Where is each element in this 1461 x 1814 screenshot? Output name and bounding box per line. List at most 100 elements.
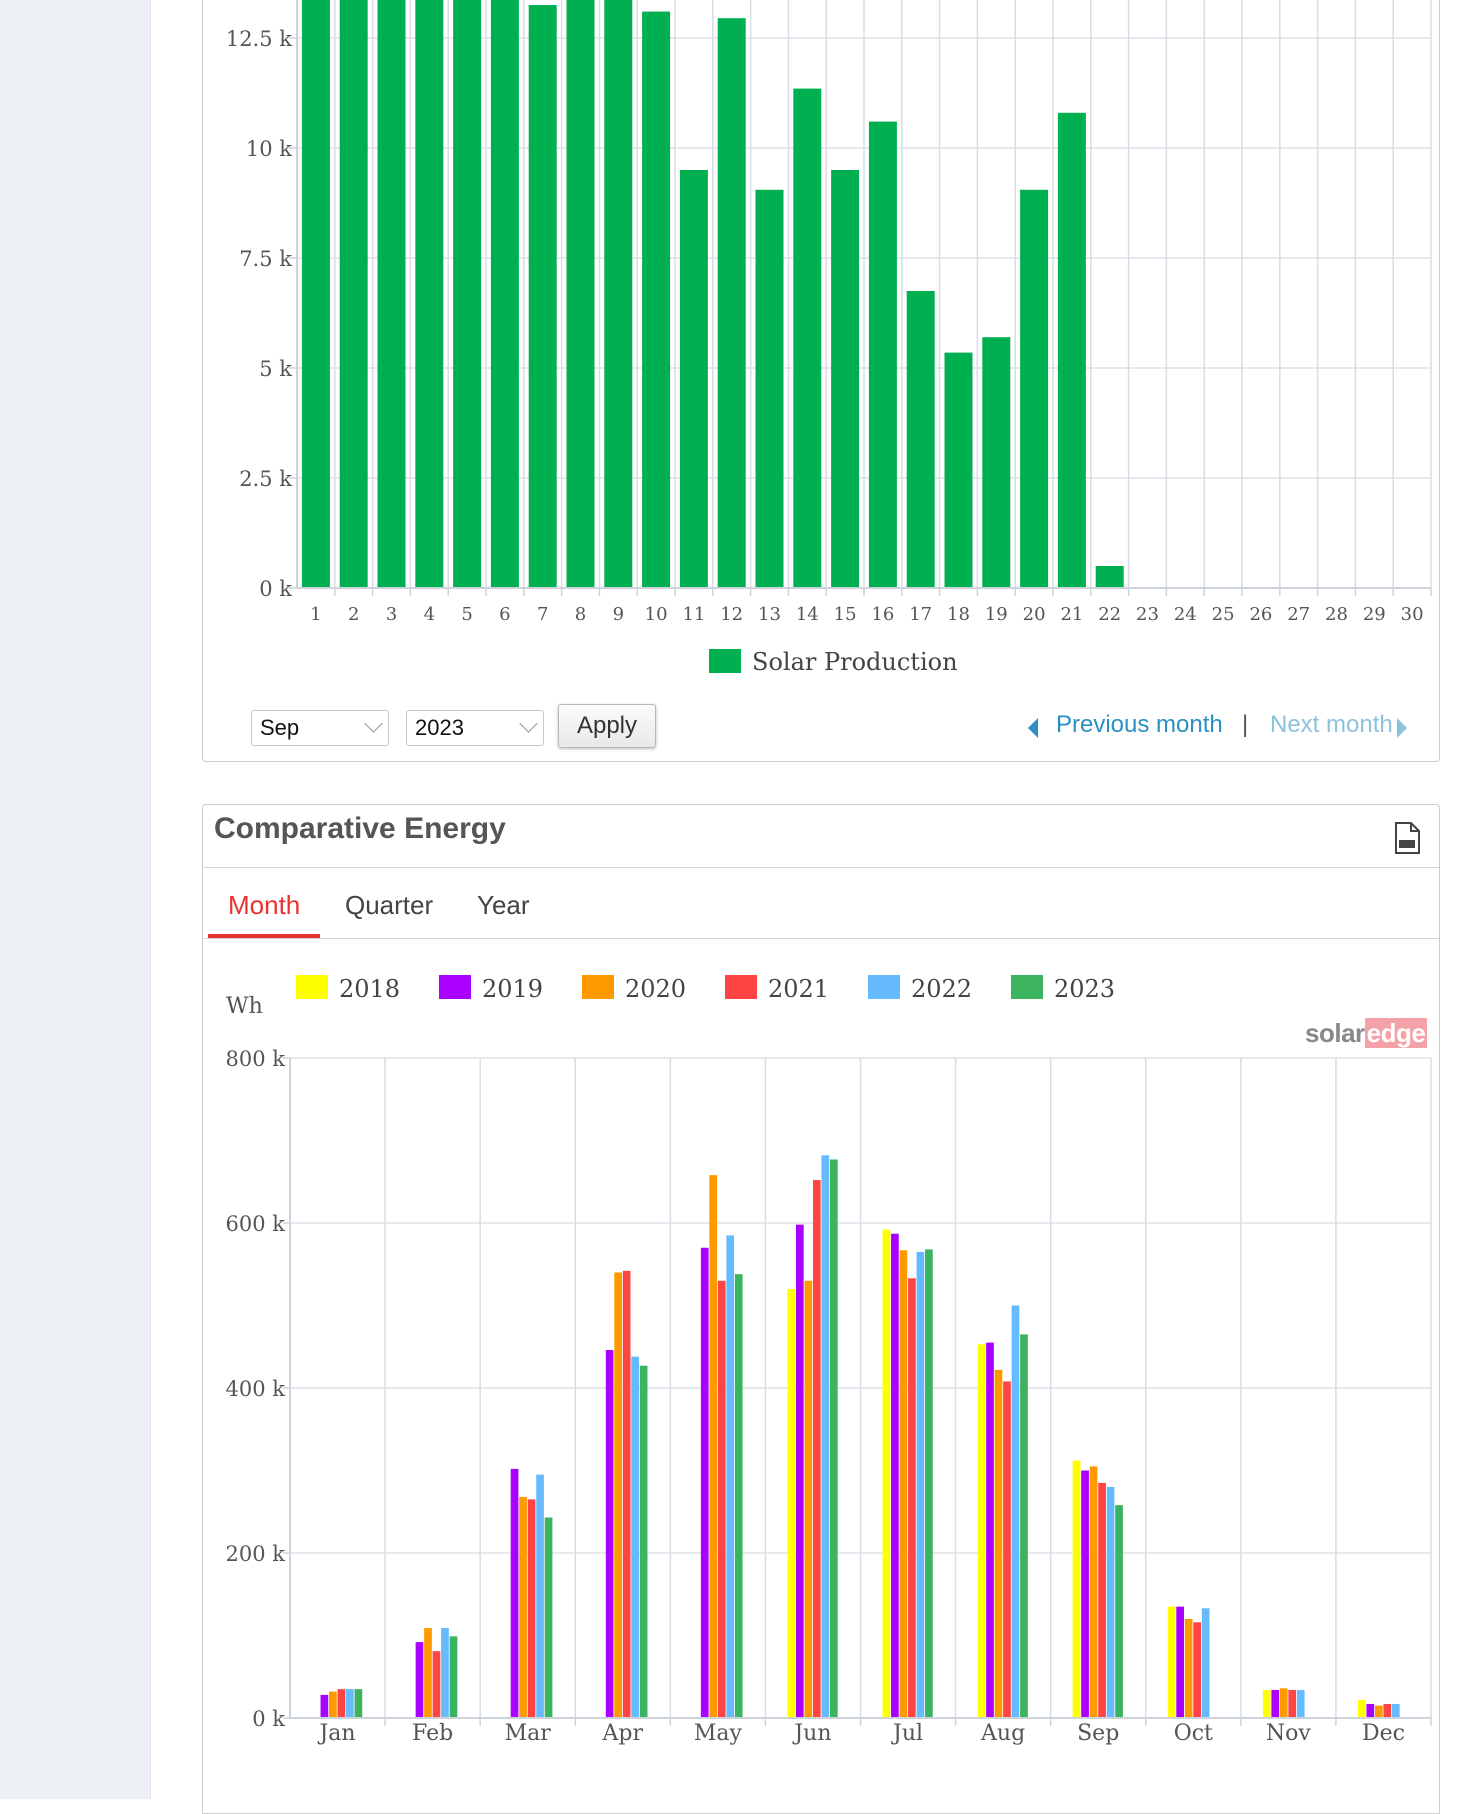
tab-quarter[interactable]: Quarter	[345, 890, 434, 920]
x-tick-label: 28	[1325, 604, 1348, 625]
bar-day-14	[793, 88, 822, 588]
x-tick-label: 10	[645, 604, 668, 625]
x-tick-label: May	[694, 1721, 743, 1746]
bar-day-1	[301, 0, 330, 588]
bar-Jun-2023	[829, 1159, 838, 1718]
bar-Feb-2020	[424, 1628, 432, 1718]
x-tick-label: 1	[310, 604, 321, 625]
bar-Aug-2022	[1011, 1305, 1020, 1718]
bar-day-5	[453, 0, 482, 588]
x-tick-label: Aug	[980, 1721, 1025, 1746]
bar-Sep-2021	[1098, 1482, 1106, 1718]
nav-separator: |	[1242, 711, 1249, 738]
bar-Jun-2021	[812, 1180, 821, 1718]
bar-Sep-2023	[1115, 1505, 1123, 1718]
x-tick-label: 15	[834, 604, 857, 625]
month-select[interactable]: Sep	[251, 710, 389, 746]
y-tick-label: 400 k	[226, 1377, 286, 1401]
caret-right-icon[interactable]	[1397, 718, 1407, 738]
bar-day-9	[604, 0, 633, 588]
x-tick-label: 25	[1212, 604, 1235, 625]
bar-Aug-2018	[977, 1344, 986, 1718]
legend-swatch-2023	[1011, 975, 1043, 999]
bar-Jul-2023	[925, 1249, 933, 1718]
bar-May-2020	[709, 1175, 718, 1718]
bar-day-15	[831, 170, 860, 588]
bar-Oct-2022	[1201, 1608, 1210, 1718]
legend-swatch-2020	[582, 975, 614, 999]
bar-Nov-2019	[1271, 1689, 1280, 1718]
bar-Jul-2019	[891, 1233, 899, 1718]
comparative-energy-chart: 2018 2019 2020 2021 2022 2023 Wh 0 k 200 k 400 …	[226, 975, 1432, 1746]
bar-Sep-2020	[1089, 1466, 1098, 1718]
bar-Jul-2021	[908, 1278, 916, 1718]
x-tick-label: 4	[424, 604, 435, 625]
next-month-link[interactable]: Next month	[1270, 711, 1393, 738]
y-axis-unit-label: Wh	[226, 994, 263, 1019]
legend-swatch-2018	[296, 975, 328, 999]
bar-Mar-2023	[544, 1517, 553, 1718]
bar-Jan-2019	[320, 1694, 329, 1718]
tab-month[interactable]: Month	[228, 890, 301, 920]
x-tick-label: 26	[1249, 604, 1272, 625]
x-tick-label: 11	[682, 604, 705, 625]
x-tick-label: Jun	[792, 1721, 831, 1746]
bar-May-2021	[717, 1280, 726, 1718]
apply-button[interactable]: Apply	[558, 704, 656, 748]
bar-Aug-2020	[994, 1369, 1003, 1718]
bar-Feb-2021	[432, 1651, 441, 1718]
bar-Apr-2020	[614, 1272, 622, 1718]
x-tick-label: 19	[985, 604, 1008, 625]
bar-day-8	[566, 0, 595, 588]
panel-title: Comparative Energy	[214, 812, 506, 845]
chevron-down-icon	[519, 714, 538, 733]
bar-day-7	[528, 5, 557, 588]
bar-day-21	[1057, 112, 1086, 589]
y-tick-label: 200 k	[226, 1542, 286, 1566]
bar-Apr-2019	[605, 1350, 614, 1718]
bar-Mar-2022	[536, 1474, 544, 1718]
x-tick-label: 12	[720, 604, 743, 625]
x-tick-label: 22	[1098, 604, 1121, 625]
bar-day-10	[642, 11, 671, 589]
bar-May-2022	[726, 1235, 735, 1718]
bar-Jul-2022	[916, 1251, 925, 1718]
y-tick-label: 800 k	[226, 1047, 286, 1071]
x-tick-label: 2	[348, 604, 359, 625]
bar-day-18	[944, 352, 973, 588]
y-tick-label: 10 k	[246, 137, 292, 161]
bar-Dec-2018	[1357, 1699, 1366, 1718]
bar-day-6	[490, 0, 519, 588]
csv-download-icon[interactable]	[1393, 822, 1421, 854]
bar-Dec-2020	[1374, 1705, 1383, 1718]
legend-label-2022: 2022	[911, 975, 972, 1003]
bar-Oct-2019	[1176, 1606, 1184, 1718]
comparative-energy-panel	[202, 804, 1440, 1814]
legend-swatch-solar-production	[709, 649, 741, 673]
bar-Nov-2018	[1262, 1689, 1271, 1718]
bar-Feb-2023	[449, 1636, 458, 1718]
bar-Apr-2021	[622, 1270, 631, 1718]
month-select-value: Sep	[260, 715, 300, 740]
x-tick-label: 8	[575, 604, 586, 625]
x-tick-label: Mar	[505, 1721, 552, 1746]
x-tick-label: 29	[1363, 604, 1386, 625]
bar-Apr-2022	[631, 1356, 639, 1718]
bar-Sep-2018	[1072, 1460, 1081, 1718]
tab-year[interactable]: Year	[477, 890, 530, 920]
x-tick-label: 27	[1287, 604, 1310, 625]
bar-Jun-2020	[804, 1280, 813, 1718]
y-tick-label: 2.5 k	[239, 467, 292, 491]
year-select-value: 2023	[415, 715, 464, 740]
bar-Nov-2020	[1279, 1688, 1288, 1718]
caret-left-icon[interactable]	[1028, 718, 1038, 738]
bar-day-11	[679, 170, 708, 588]
bar-Aug-2023	[1020, 1334, 1028, 1718]
bar-day-4	[415, 0, 444, 588]
previous-month-link[interactable]: Previous month	[1056, 711, 1223, 738]
bar-May-2023	[734, 1274, 743, 1718]
year-select[interactable]: 2023	[406, 710, 544, 746]
x-tick-label: 7	[537, 604, 548, 625]
bar-Jun-2019	[795, 1224, 804, 1718]
x-tick-label: 6	[499, 604, 510, 625]
